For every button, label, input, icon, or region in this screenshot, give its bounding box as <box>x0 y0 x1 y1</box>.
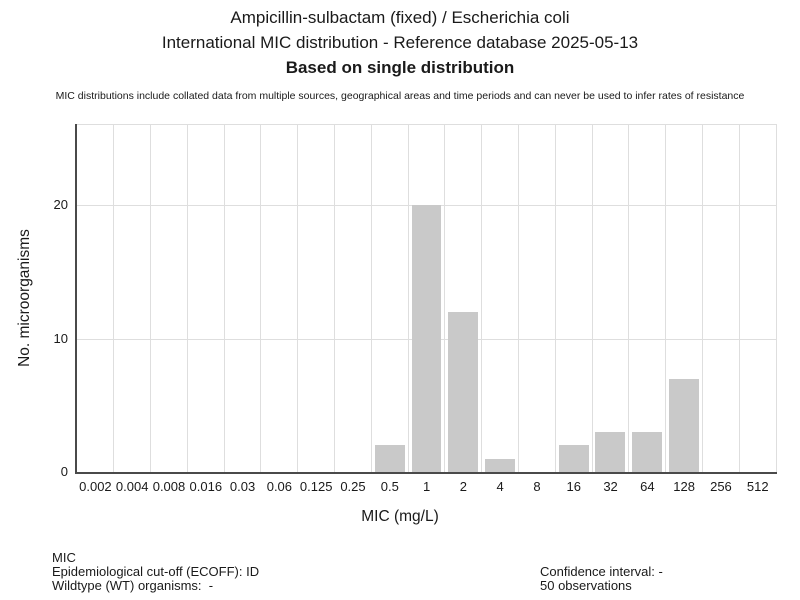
y-tick-label: 0 <box>60 464 68 479</box>
bar-mic-16 <box>558 445 589 472</box>
vertical-gridline <box>554 125 556 472</box>
vertical-gridline <box>517 125 519 472</box>
x-tick-label: 8 <box>533 479 541 494</box>
x-tick-label: 0.008 <box>152 479 186 494</box>
vertical-gridline <box>701 125 703 472</box>
vertical-gridline <box>481 125 483 472</box>
panel-border-top <box>77 124 777 125</box>
y-tick-label: 10 <box>53 330 68 346</box>
x-tick-label: 0.002 <box>79 479 112 494</box>
footer-left-block: MIC Epidemiological cut-off (ECOFF): ID … <box>52 551 259 592</box>
vertical-gridline <box>738 125 740 472</box>
footer-mic-label: MIC <box>52 550 76 565</box>
bar-mic-2 <box>448 311 479 472</box>
footer-right-block: Confidence interval: - 50 observations <box>540 565 663 593</box>
vertical-gridline <box>150 125 152 472</box>
x-tick-label: 0.125 <box>299 479 333 494</box>
x-tick-label: 64 <box>640 479 655 494</box>
disclaimer-text: MIC distributions include collated data … <box>55 90 745 102</box>
vertical-gridline <box>370 125 372 472</box>
vertical-gridline <box>444 125 446 472</box>
vertical-gridline <box>260 125 262 472</box>
vertical-gridline <box>665 125 667 472</box>
y-tick-label: 20 <box>53 197 68 213</box>
x-tick-label: 0.03 <box>229 479 256 494</box>
x-tick-label: 2 <box>459 479 467 494</box>
figure-header: Ampicillin-sulbactam (fixed) / Escherich… <box>0 5 800 80</box>
bar-mic-64 <box>632 431 663 472</box>
vertical-gridline <box>223 125 225 472</box>
bar-mic-32 <box>595 431 626 472</box>
vertical-gridline <box>297 125 299 472</box>
x-tick-label: 0.25 <box>340 479 366 494</box>
panel-border-right <box>776 125 777 473</box>
bar-mic-128 <box>669 378 699 472</box>
footer-observations-label: 50 observations <box>540 577 632 593</box>
vertical-gridline <box>591 125 593 472</box>
vertical-gridline <box>628 125 630 472</box>
x-tick-label: 1 <box>422 479 431 494</box>
bar-mic-1 <box>411 205 442 472</box>
x-tick-label: 256 <box>710 479 732 494</box>
footer-confidence-label: Confidence interval: - <box>540 564 663 579</box>
x-axis-line <box>75 472 777 474</box>
plot-area <box>77 125 776 472</box>
vertical-gridline <box>113 125 115 472</box>
footer-ecoff-label: Epidemiological cut-off (ECOFF): ID <box>52 563 260 579</box>
x-tick-label: 0.5 <box>380 479 399 494</box>
x-axis-ticks: 0.002 0.004 0.008 0.016 0.03 0.06 0.125 0.25 0.5… <box>77 479 776 494</box>
vertical-gridline <box>407 125 409 472</box>
page-title: Ampicillin-sulbactam (fixed) / Escherich… <box>230 8 570 27</box>
bar-mic-4 <box>485 458 516 472</box>
vertical-gridline <box>334 125 336 472</box>
x-tick-label: 128 <box>673 479 695 494</box>
x-tick-label: 16 <box>566 479 581 494</box>
x-tick-label: 0.016 <box>189 479 223 494</box>
distribution-mode-title: Based on single distribution <box>285 58 515 77</box>
y-axis-title: No. microorganisms <box>16 229 33 367</box>
bar-mic-0.5 <box>374 445 405 472</box>
x-axis-title: MIC (mg/L) <box>361 508 439 525</box>
x-tick-label: 32 <box>603 479 618 494</box>
vertical-gridline <box>186 125 188 472</box>
x-tick-label: 4 <box>496 479 504 494</box>
x-tick-label: 0.06 <box>266 479 293 494</box>
footer-wildtype-label: Wildtype (WT) organisms: - <box>52 577 214 593</box>
y-axis-line <box>75 124 77 474</box>
x-tick-label: 512 <box>746 479 769 494</box>
x-tick-label: 0.004 <box>115 479 149 494</box>
page-subtitle: International MIC distribution - Referen… <box>161 33 639 52</box>
